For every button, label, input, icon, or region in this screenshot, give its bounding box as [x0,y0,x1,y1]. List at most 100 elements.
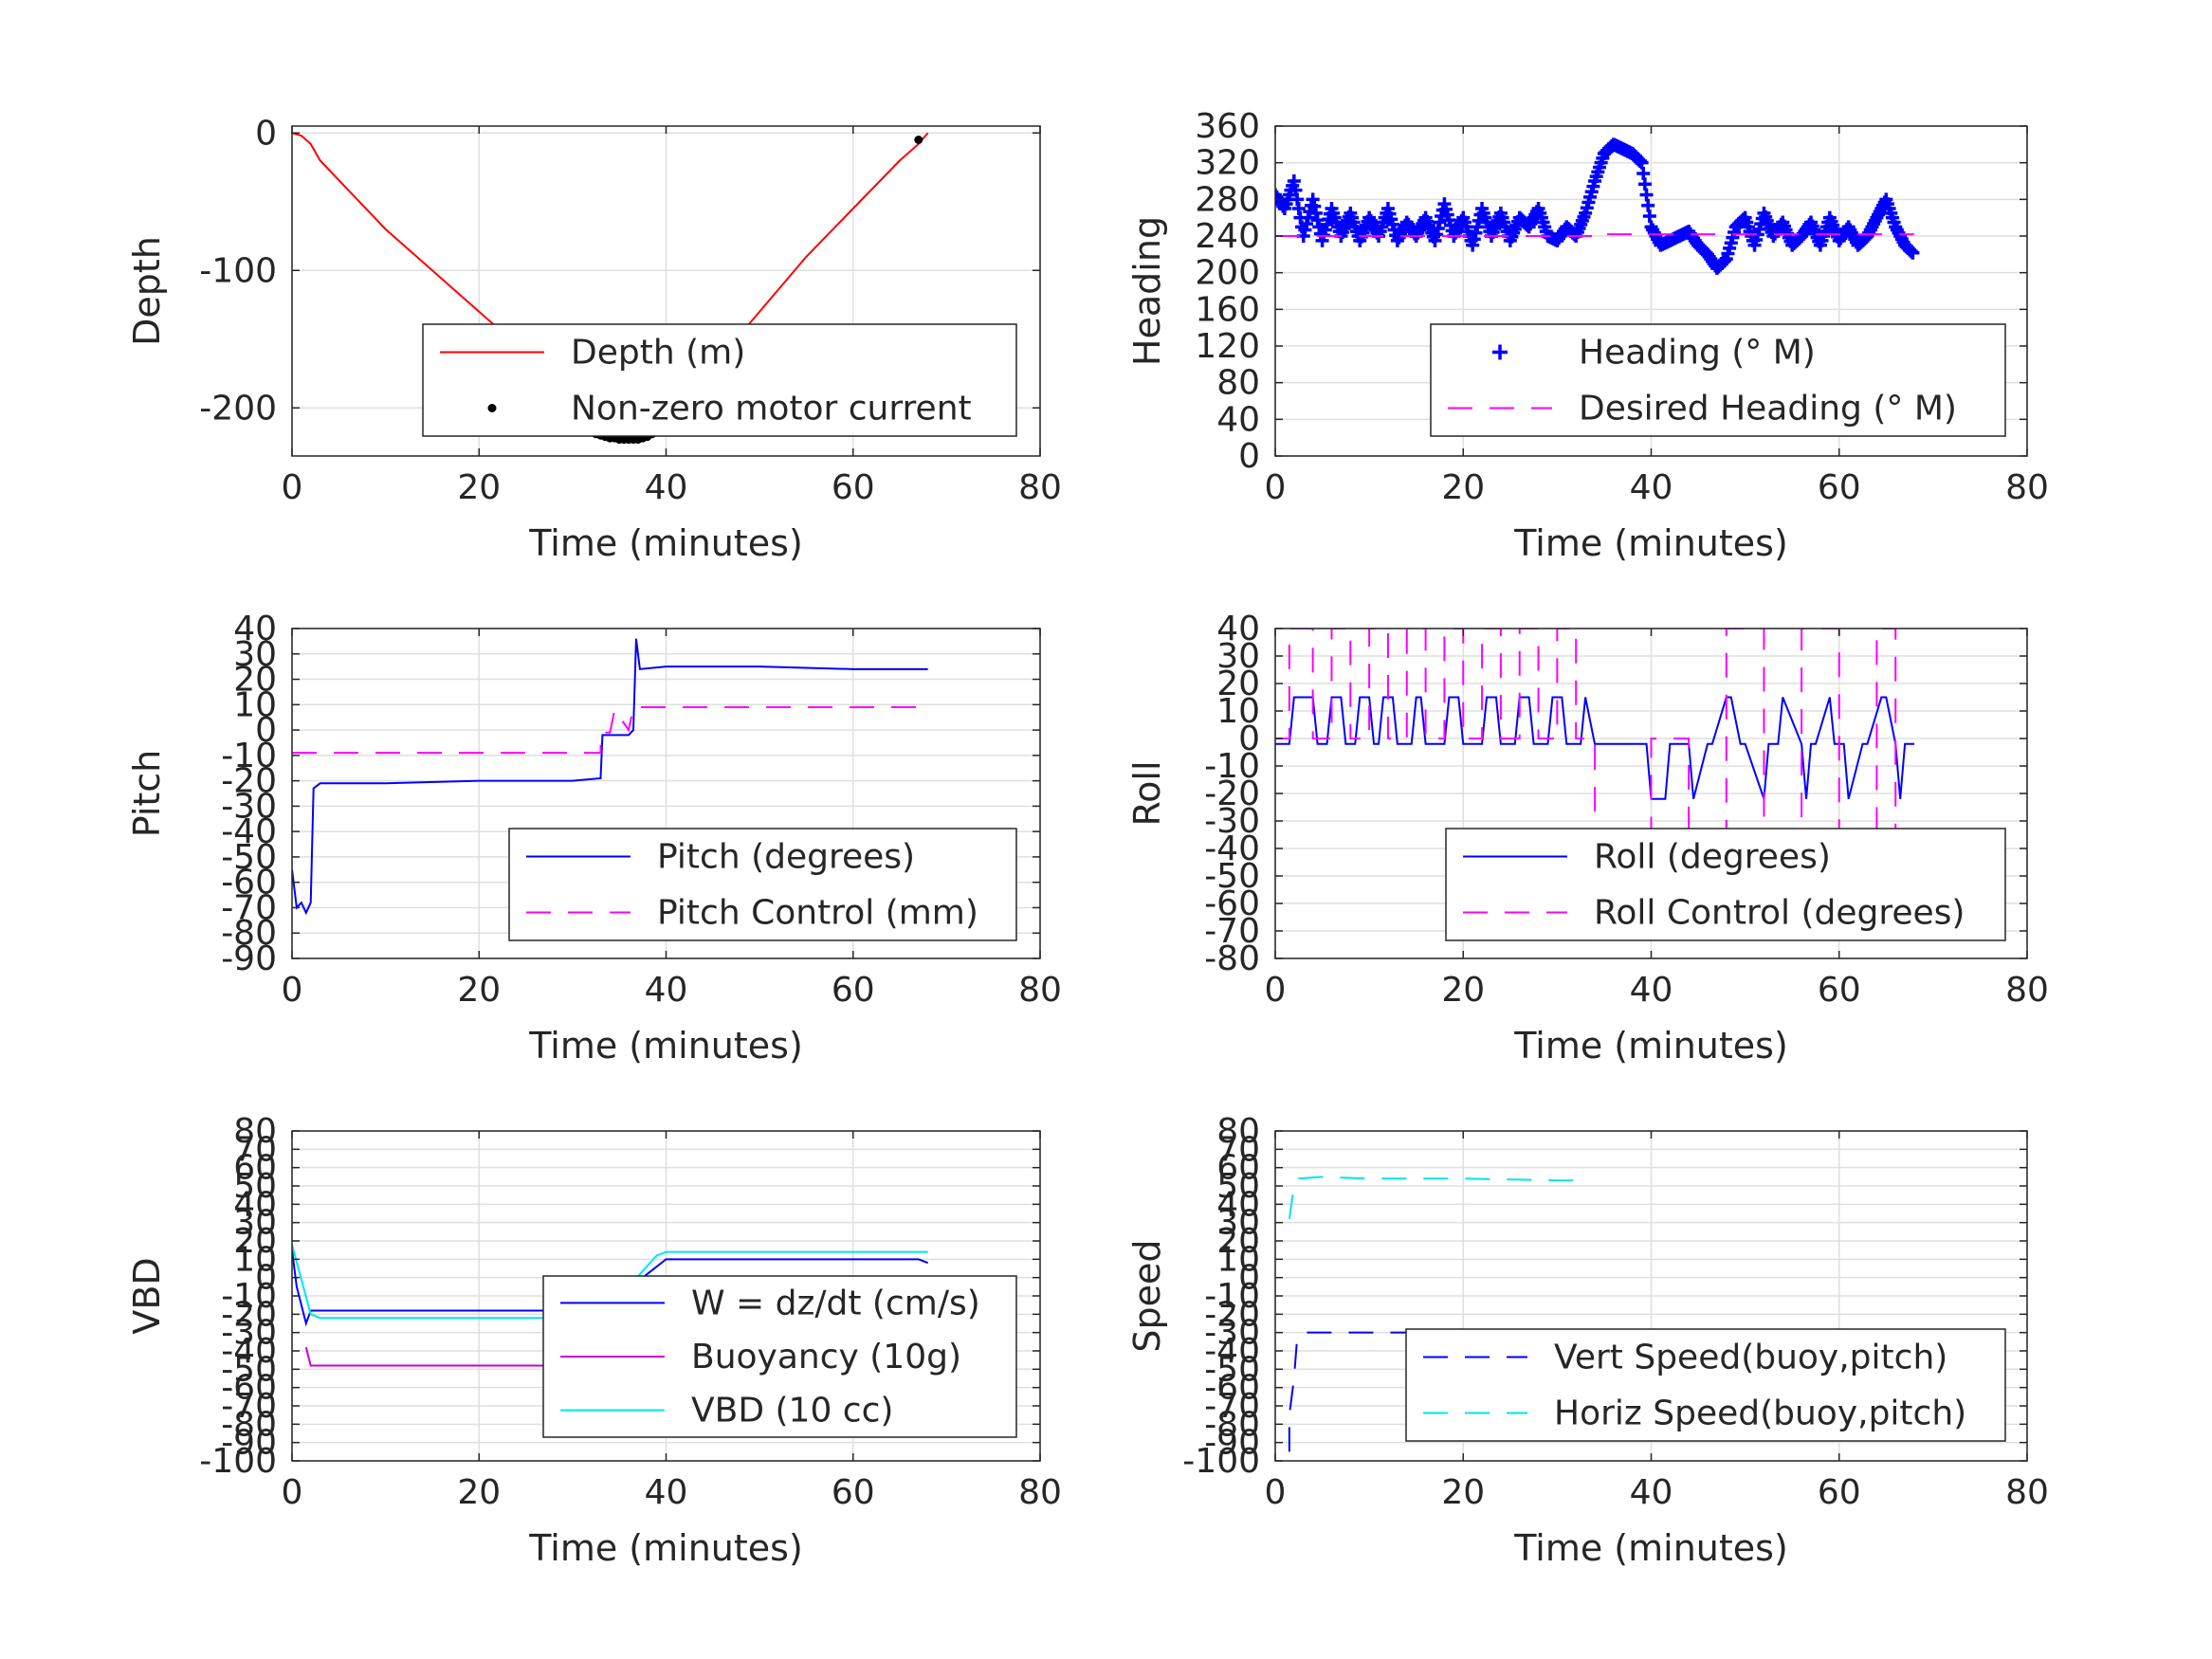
y-tick-label: -40 [221,1332,277,1371]
y-tick-label: 0 [255,711,277,750]
y-tick-label: -60 [1204,1369,1260,1408]
y-tick-label: -30 [221,787,277,826]
series-line-2 [1275,629,1915,849]
y-tick-label: 60 [1216,1149,1260,1188]
y-tick-label: -50 [221,838,277,877]
y-tick-label: -90 [221,1424,277,1463]
x-tick-label: 0 [1265,468,1287,507]
legend: W = dz/dt (cm/s) Buoyancy (10g) VBD (10 cc… [542,1275,1017,1438]
y-tick-label: 240 [1195,217,1260,256]
y-tick-label: 10 [233,685,277,724]
x-tick-label: 0 [282,971,303,1010]
series-line-2 [304,1346,601,1367]
legend-label: Buoyancy (10g) [691,1338,961,1376]
x-tick-label: 0 [282,1473,303,1512]
y-tick-label: -80 [1204,939,1260,978]
y-tick-label: 50 [233,1167,277,1206]
x-tick-label: 80 [2005,468,2049,507]
y-tick-label: 20 [1216,1222,1260,1261]
x-axis-label: Time (minutes) [528,522,803,564]
y-tick-label: -40 [221,812,277,851]
y-tick-label: 50 [1216,1167,1260,1206]
y-tick-label: 20 [233,1222,277,1261]
y-axis-label: Heading [1126,216,1168,366]
y-tick-label: 40 [233,610,277,648]
legend-box [508,828,1017,941]
x-tick-label: 80 [1018,1473,1062,1512]
x-tick-label: 40 [645,971,688,1010]
y-tick-label: -20 [1204,1295,1260,1334]
data-point [914,136,923,144]
panel-vbd: 0 20 40 60 80-100-90-80-70-60-50-40-30-20-10… [126,1112,1062,1569]
x-axis-label: Time (minutes) [1513,1025,1788,1066]
y-axis-label: Speed [1126,1239,1168,1352]
x-axis-label: Time (minutes) [1513,522,1788,564]
legend: Heading (° M) Desired Heading (° M) [1430,323,2006,437]
y-tick-label: -10 [1204,747,1260,786]
legend-swatch [1492,344,1508,360]
x-tick-label: 60 [1818,971,1861,1010]
x-axis-label: Time (minutes) [1513,1527,1788,1569]
y-tick-label: 30 [1216,1204,1260,1243]
y-tick-label: -10 [221,737,277,775]
x-tick-label: 80 [1018,468,1062,507]
x-tick-label: 20 [1441,971,1485,1010]
panel-pitch: 0 20 40 60 80-90-80-70-60-50-40-30-20-100102… [126,610,1062,1066]
legend-box [1445,828,2006,941]
panel-depth: 0 20 40 60 80 -200 -100 0 Time (minutes) Depth Dep… [126,114,1062,564]
y-tick-label: -30 [221,1314,277,1353]
x-tick-label: 80 [2005,971,2049,1010]
y-axis-label: Depth [126,236,168,346]
legend: Depth (m) Non-zero motor current [422,323,1017,437]
y-tick-label: 0 [1238,720,1260,758]
legend-label: Desired Heading (° M) [1579,390,1957,428]
x-tick-label: 80 [2005,1473,2049,1512]
x-axis-label: Time (minutes) [528,1025,803,1066]
y-tick-label: 40 [1216,400,1260,439]
y-tick-label: -10 [221,1277,277,1316]
legend-box [1430,323,2006,437]
y-tick-label: -40 [1204,1332,1260,1371]
y-tick-label: 30 [1216,637,1260,676]
x-tick-label: 60 [1818,1473,1861,1512]
y-tick-label: -20 [1204,775,1260,813]
legend-label: Vert Speed(buoy,pitch) [1554,1339,1947,1377]
y-tick-label: 80 [233,1112,277,1151]
y-tick-label: 120 [1195,327,1260,366]
y-tick-label: 30 [233,1204,277,1243]
y-tick-label: 70 [1216,1130,1260,1169]
panel-roll: 0 20 40 60 80-80-70-60-50-40-30-20-100102030… [1126,610,2049,1066]
series-line-1 [292,638,928,916]
legend-label: Roll (degrees) [1594,838,1831,877]
y-tick-label: 70 [233,1130,277,1169]
y-tick-label: -70 [1204,1387,1260,1426]
legend-label: Pitch Control (mm) [657,894,978,933]
y-tick-label: 360 [1195,107,1260,146]
x-tick-label: 40 [1630,468,1673,507]
plot-area [292,638,928,916]
y-tick-label: 200 [1195,254,1260,293]
y-tick-label: -60 [221,1369,277,1408]
y-tick-label: -80 [221,914,277,953]
y-tick-label: -200 [199,389,277,428]
y-tick-label: 80 [1216,1112,1260,1151]
y-tick-label: -100 [1182,1442,1260,1481]
y-tick-label: -70 [1204,912,1260,951]
x-tick-label: 40 [645,1473,688,1512]
legend-label: Roll Control (degrees) [1594,894,1965,933]
legend-box [1405,1328,2006,1442]
x-tick-label: 40 [1630,1473,1673,1512]
x-axis-label: Time (minutes) [528,1527,803,1569]
x-tick-label: 40 [1630,971,1673,1010]
y-tick-label: 280 [1195,180,1260,219]
legend: Pitch (degrees) Pitch Control (mm) [508,828,1017,941]
y-axis-label: Pitch [126,750,168,838]
y-tick-label: 20 [1216,665,1260,703]
y-tick-label: 80 [1216,364,1260,403]
y-tick-label: 0 [255,114,277,153]
series-line-1 [1275,696,1915,800]
y-tick-label: 0 [1238,437,1260,476]
y-tick-label: 60 [233,1149,277,1188]
legend-label: Depth (m) [571,334,745,373]
y-tick-label: -90 [221,939,277,978]
